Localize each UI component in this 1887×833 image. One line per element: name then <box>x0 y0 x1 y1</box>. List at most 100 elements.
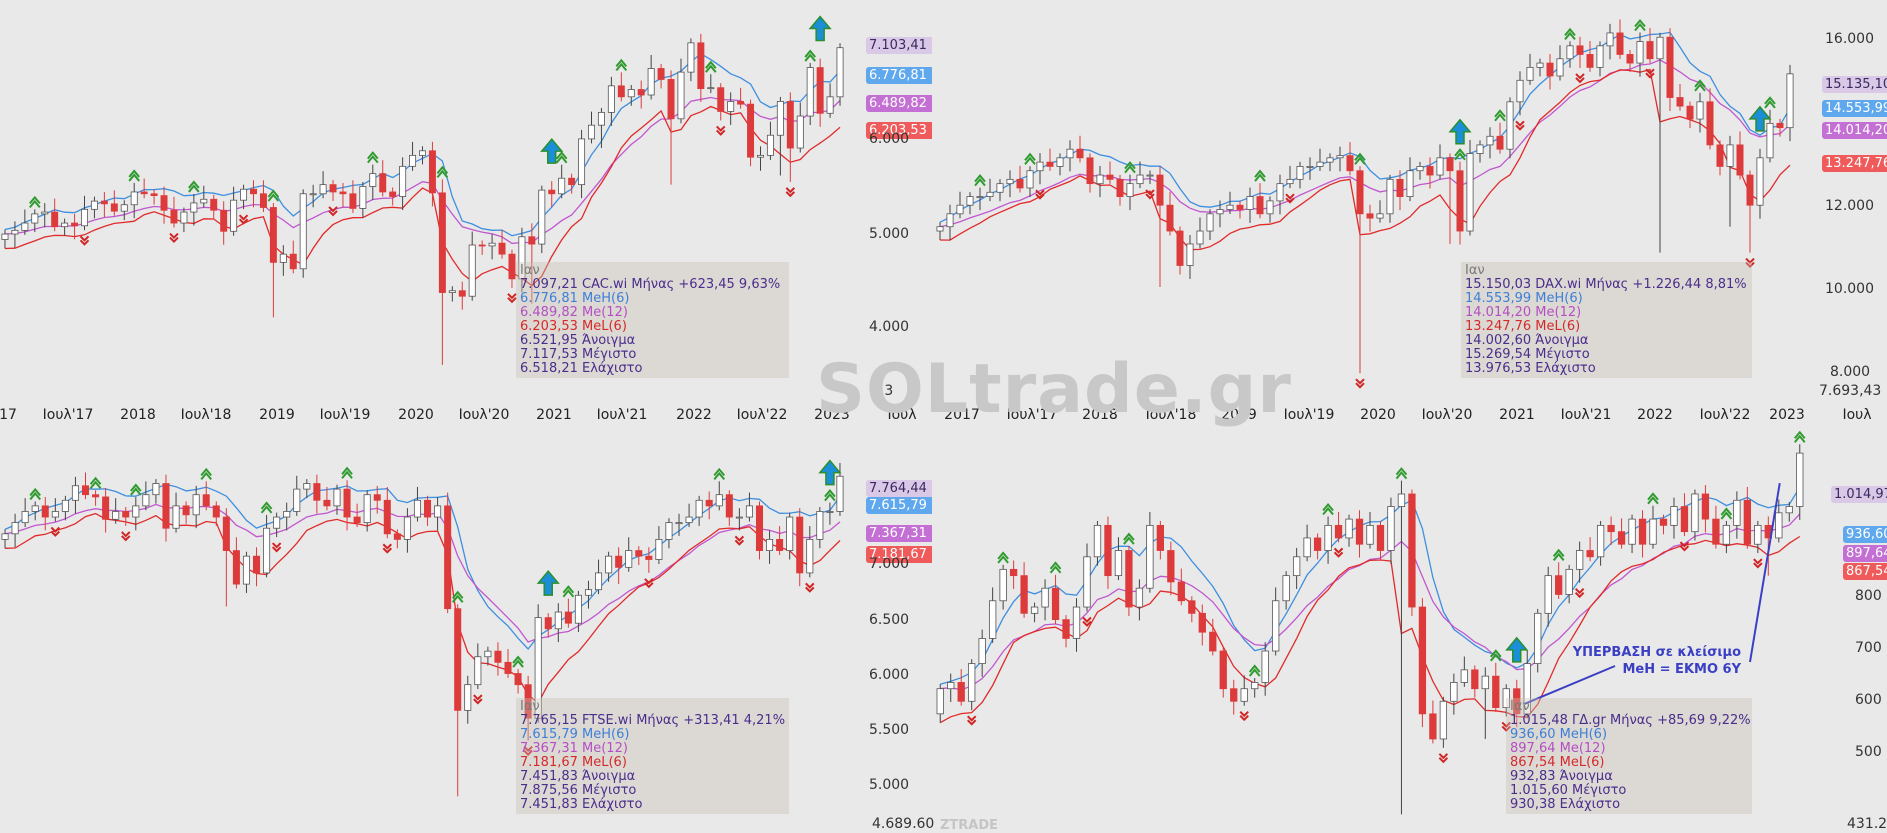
candle <box>999 564 1007 610</box>
candle-body <box>112 511 120 520</box>
candle-body <box>766 538 774 551</box>
info-open: 6.521,95 Άνοιγμα <box>520 333 636 348</box>
candle <box>21 209 29 235</box>
candle-body <box>1336 155 1344 159</box>
up-signal-icon <box>1123 532 1135 545</box>
candle-body <box>776 538 784 551</box>
candle <box>605 551 613 582</box>
candle-body <box>675 522 683 525</box>
candle <box>665 518 673 549</box>
candle <box>806 526 814 578</box>
up-signal-icon <box>130 483 142 496</box>
candle-body <box>558 177 566 195</box>
down-signal-icon <box>271 542 282 553</box>
candle-body <box>1036 161 1044 172</box>
candle-body <box>1292 556 1301 577</box>
candle-body <box>474 656 482 686</box>
candle <box>259 180 267 212</box>
candle <box>1125 546 1133 616</box>
candle <box>1706 88 1714 150</box>
candle <box>637 80 645 109</box>
y-tick-ftse-3: 5.500 <box>869 722 910 738</box>
info-box-ftse: Ιαν 7.765,15 FTSE.wi Μήνας +313,41 4,21%… <box>516 698 789 814</box>
candle-body <box>170 209 178 224</box>
candle-body <box>71 222 79 227</box>
candle-body <box>1680 506 1689 533</box>
candle <box>478 240 486 255</box>
candle-body <box>776 101 784 136</box>
x-tick-cac-6: 2020 <box>398 407 434 423</box>
candle <box>1219 646 1227 698</box>
candle-body <box>182 505 190 516</box>
candle <box>464 675 472 724</box>
info-date: Ιαν <box>1465 263 1485 278</box>
annotation-line1: ΥΠΕΡΒΑΣΗ σε κλείσιμο <box>1572 645 1741 660</box>
candle <box>568 173 576 194</box>
up-signal-icon <box>1552 548 1565 561</box>
candle-body <box>1 233 9 240</box>
candle-body <box>484 650 492 658</box>
candle-body <box>1722 524 1731 545</box>
candle <box>504 649 512 678</box>
x-tick-dax-11: Ιουλ'22 <box>1699 407 1751 423</box>
candle-body <box>1116 178 1124 197</box>
candle <box>584 580 593 609</box>
tag-mel-ftse: 7.181,67 <box>866 546 932 563</box>
candle <box>1126 174 1134 211</box>
candle <box>498 229 506 259</box>
candle-body <box>607 85 615 113</box>
candle <box>1072 598 1081 652</box>
candle-body <box>597 111 605 126</box>
candle-body <box>524 684 532 719</box>
candle-body <box>419 150 426 156</box>
tag-mel-gd: 867,54 <box>1843 563 1887 580</box>
candle-body <box>796 115 804 149</box>
y-tick-gd-1: 700 <box>1855 640 1882 656</box>
candle-body <box>1706 101 1714 146</box>
candle-body <box>687 42 695 73</box>
candle <box>1607 516 1615 545</box>
candle-body <box>71 485 79 501</box>
candle-body <box>1416 166 1424 172</box>
down-signal-icon <box>966 715 977 726</box>
info-high: 15.269,54 Μέγιστο <box>1465 347 1590 362</box>
candle <box>232 537 240 589</box>
candle-body <box>1656 36 1664 60</box>
down-signal-icon <box>1355 378 1365 389</box>
candle <box>323 486 331 511</box>
candle-body <box>504 661 512 674</box>
candle <box>160 186 168 224</box>
candle <box>61 218 69 236</box>
up-signal-icon <box>367 151 379 164</box>
up-signal-icon <box>1454 148 1466 161</box>
candle-body <box>1236 204 1244 210</box>
x-tick-cac-3: Ιουλ'18 <box>180 407 232 423</box>
info-open: 932,83 Άνοιγμα <box>1510 769 1613 784</box>
candle <box>996 179 1004 202</box>
x-tick-cac-8: 2021 <box>536 407 572 423</box>
candle-body <box>1282 575 1290 602</box>
candle-body <box>120 204 128 212</box>
candle-body <box>1136 174 1144 185</box>
candle-body <box>1450 682 1458 702</box>
candle-body <box>21 222 29 231</box>
candle <box>1345 514 1353 547</box>
candle-body <box>1646 41 1654 60</box>
up-signal-icon <box>1395 467 1408 480</box>
candle <box>1387 497 1395 564</box>
candle-body <box>11 522 19 535</box>
info-me: 14.014,20 Me(12) <box>1465 305 1582 320</box>
candle <box>252 547 261 587</box>
annotation-line2: MeH = ΕΚΜΟ 6Υ <box>1622 662 1741 677</box>
down-signal-icon <box>473 694 483 705</box>
candle-body <box>999 568 1007 602</box>
candle-body <box>1636 41 1644 64</box>
candle <box>936 222 944 241</box>
x-tick-dax-0: 2017 <box>944 407 980 423</box>
candle-body <box>1408 493 1416 608</box>
candle-body <box>359 186 367 209</box>
candle-body <box>1496 135 1504 150</box>
candle <box>578 129 586 199</box>
x-tick-dax-8: 2021 <box>1499 407 1535 423</box>
up-signal-icon <box>705 60 717 73</box>
